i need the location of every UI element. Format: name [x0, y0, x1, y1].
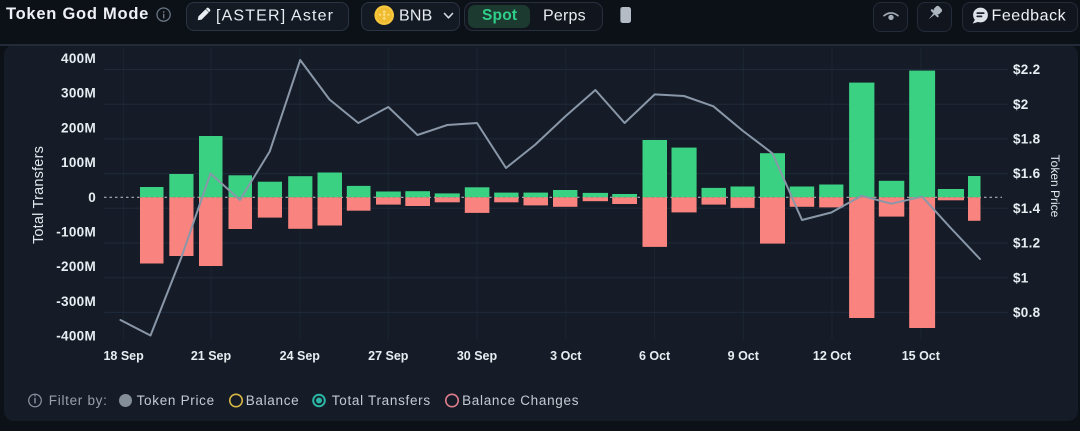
svg-text:0: 0 — [88, 190, 96, 205]
svg-text:$0.8: $0.8 — [1013, 305, 1041, 320]
svg-text:Total Transfers: Total Transfers — [31, 146, 47, 244]
svg-text:$2.2: $2.2 — [1013, 62, 1040, 77]
svg-text:6 Oct: 6 Oct — [639, 349, 671, 363]
svg-text:Balance Changes: Balance Changes — [462, 393, 579, 408]
svg-text:27 Sep: 27 Sep — [368, 349, 409, 363]
svg-text:9 Oct: 9 Oct — [728, 349, 760, 363]
svg-text:12 Oct: 12 Oct — [813, 349, 852, 363]
svg-text:[ASTER] Aster: [ASTER] Aster — [216, 7, 334, 24]
svg-text:300M: 300M — [61, 86, 96, 101]
svg-text:30 Sep: 30 Sep — [457, 349, 498, 363]
svg-text:Feedback: Feedback — [992, 7, 1067, 24]
svg-text:3 Oct: 3 Oct — [550, 349, 582, 363]
svg-text:$1.8: $1.8 — [1013, 132, 1041, 147]
svg-text:100M: 100M — [61, 155, 96, 170]
svg-text:400M: 400M — [61, 51, 96, 66]
svg-text:15 Oct: 15 Oct — [902, 349, 941, 363]
svg-text:Balance: Balance — [246, 393, 300, 408]
svg-text:$1.4: $1.4 — [1013, 201, 1041, 216]
svg-text:$2: $2 — [1013, 97, 1029, 112]
svg-text:Token Price: Token Price — [1048, 155, 1062, 218]
svg-text:Perps: Perps — [543, 7, 586, 24]
svg-text:21 Sep: 21 Sep — [191, 349, 232, 363]
svg-text:$1.2: $1.2 — [1013, 236, 1040, 251]
svg-text:Filter by:: Filter by: — [49, 393, 108, 408]
svg-text:Total Transfers: Total Transfers — [332, 393, 431, 408]
svg-text:$1: $1 — [1013, 270, 1029, 285]
svg-text:-200M: -200M — [56, 259, 96, 274]
svg-text:$1.6: $1.6 — [1013, 166, 1041, 181]
svg-text:BNB: BNB — [399, 7, 433, 24]
svg-text:18 Sep: 18 Sep — [103, 349, 144, 363]
svg-text:200M: 200M — [61, 120, 96, 135]
svg-text:Token God Mode: Token God Mode — [6, 5, 149, 23]
svg-text:24 Sep: 24 Sep — [280, 349, 321, 363]
svg-text:Spot: Spot — [482, 7, 517, 24]
svg-text:-300M: -300M — [56, 294, 96, 309]
svg-text:Token Price: Token Price — [137, 393, 215, 408]
svg-text:-400M: -400M — [56, 329, 96, 344]
svg-text:-100M: -100M — [56, 225, 96, 240]
